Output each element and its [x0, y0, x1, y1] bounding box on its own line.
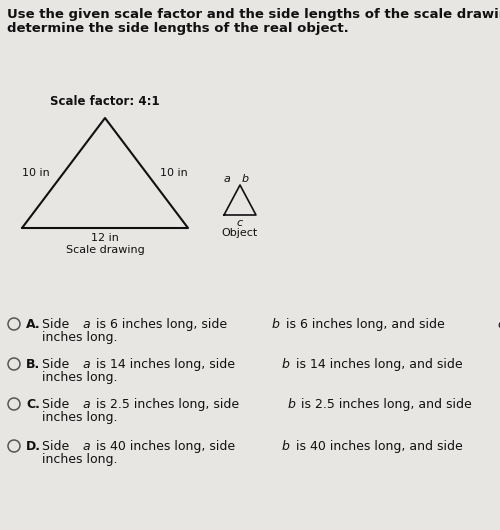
Text: is 6 inches long, side: is 6 inches long, side	[92, 318, 232, 331]
Text: A.: A.	[26, 318, 40, 331]
Text: is 2.5 inches long, side: is 2.5 inches long, side	[92, 398, 244, 411]
Text: 10 in: 10 in	[160, 168, 188, 178]
Text: Scale drawing: Scale drawing	[66, 245, 144, 255]
Text: a: a	[82, 358, 90, 371]
Text: c: c	[237, 218, 243, 228]
Text: Side: Side	[42, 398, 73, 411]
Text: is 14 inches long, side: is 14 inches long, side	[92, 358, 239, 371]
Text: inches long.: inches long.	[42, 453, 117, 466]
Text: a: a	[223, 174, 230, 184]
Text: a: a	[82, 318, 90, 331]
Text: 10 in: 10 in	[22, 168, 50, 178]
Text: a: a	[82, 440, 90, 453]
Text: is 14 inches long, and side: is 14 inches long, and side	[292, 358, 467, 371]
Text: c: c	[497, 318, 500, 331]
Text: a: a	[82, 398, 90, 411]
Text: 12 in: 12 in	[91, 233, 119, 243]
Text: is 2.5 inches long, and side: is 2.5 inches long, and side	[298, 398, 476, 411]
Text: Scale factor: 4:1: Scale factor: 4:1	[50, 95, 160, 108]
Text: inches long.: inches long.	[42, 411, 117, 424]
Text: b: b	[272, 318, 280, 331]
Text: is 40 inches long, side: is 40 inches long, side	[92, 440, 240, 453]
Text: Side: Side	[42, 440, 73, 453]
Text: Side: Side	[42, 358, 73, 371]
Text: is 40 inches long, and side: is 40 inches long, and side	[292, 440, 467, 453]
Text: b: b	[282, 440, 290, 453]
Text: Use the given scale factor and the side lengths of the scale drawing to: Use the given scale factor and the side …	[7, 8, 500, 21]
Text: b: b	[282, 358, 290, 371]
Text: is 6 inches long, and side: is 6 inches long, and side	[282, 318, 448, 331]
Text: inches long.: inches long.	[42, 371, 117, 384]
Text: determine the side lengths of the real object.: determine the side lengths of the real o…	[7, 22, 349, 35]
Text: Side: Side	[42, 318, 73, 331]
Text: b: b	[287, 398, 295, 411]
Text: inches long.: inches long.	[42, 331, 117, 344]
Text: B.: B.	[26, 358, 40, 371]
Text: Object: Object	[222, 228, 258, 238]
Text: D.: D.	[26, 440, 41, 453]
Text: C.: C.	[26, 398, 40, 411]
Text: b: b	[242, 174, 249, 184]
